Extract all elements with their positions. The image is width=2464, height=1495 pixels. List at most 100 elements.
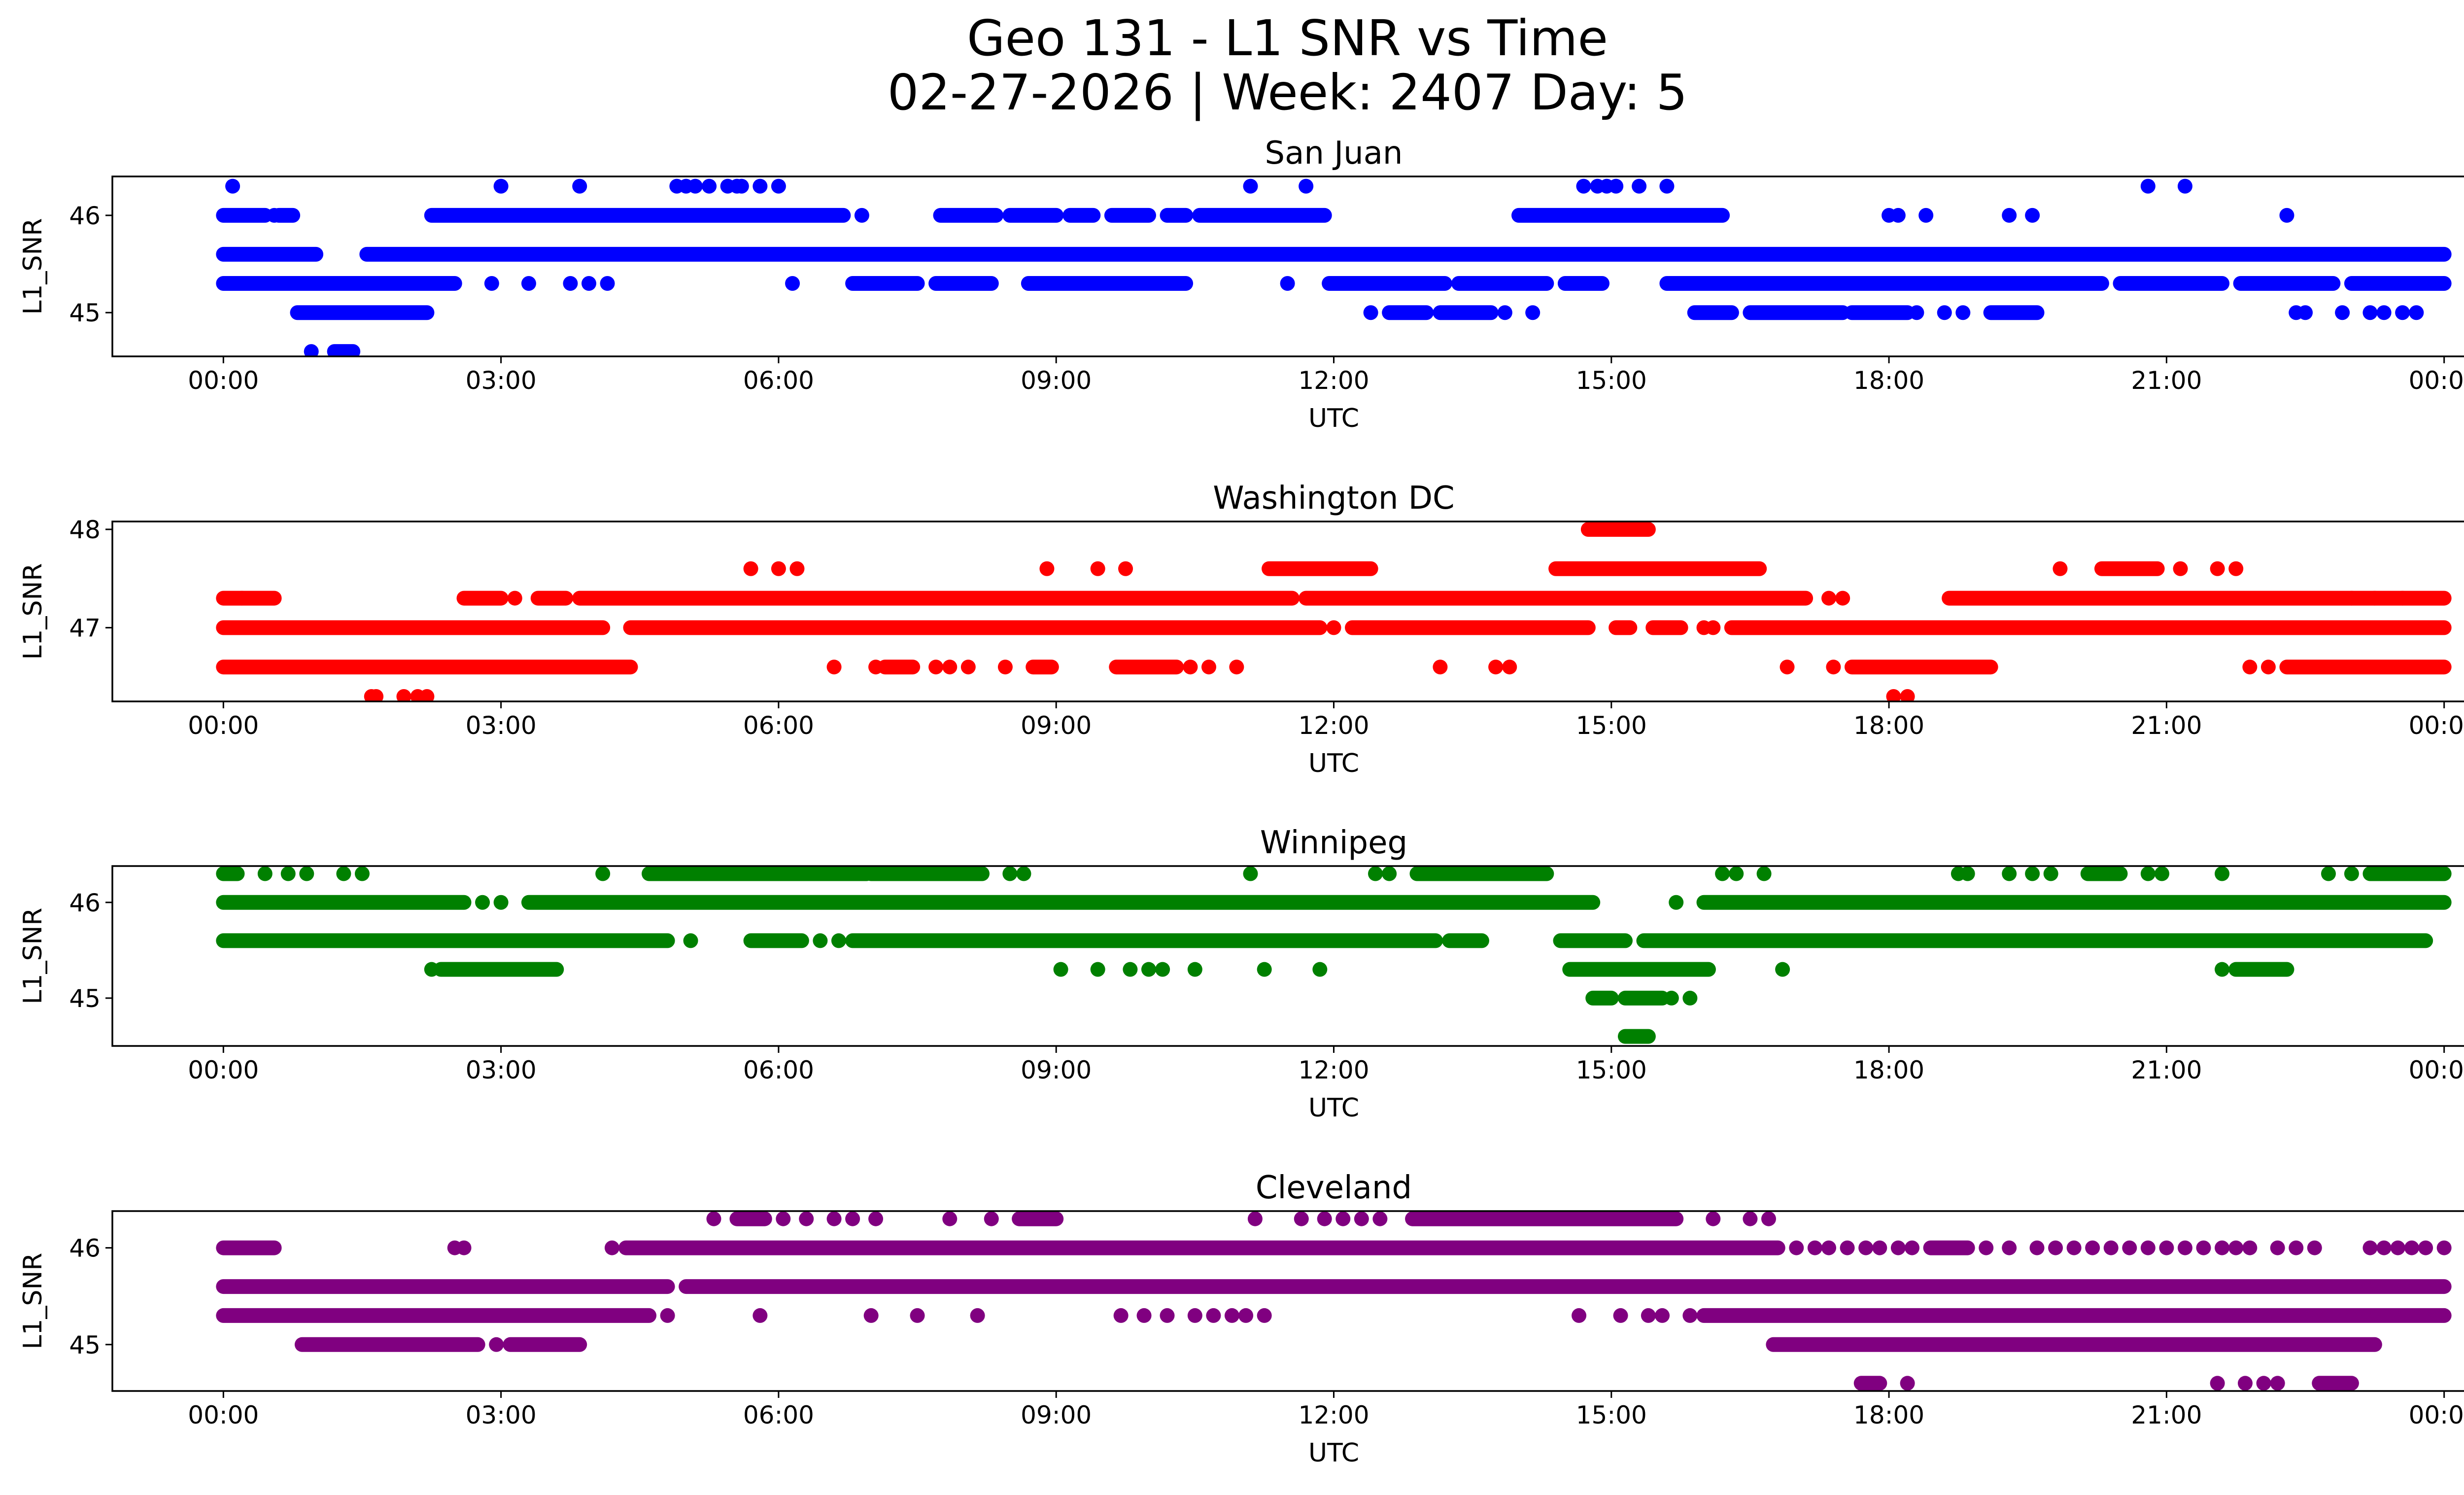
data-point: [2210, 1376, 2225, 1391]
data-point: [1756, 866, 1772, 881]
data-point: [2043, 866, 2058, 881]
data-point: [2029, 1240, 2045, 1255]
data-point: [1433, 660, 1448, 675]
data-point: [1113, 1308, 1129, 1323]
data-point: [2066, 1240, 2082, 1255]
data-point: [2215, 866, 2230, 881]
data-point: [2228, 1240, 2244, 1255]
data-point: [1502, 660, 1517, 675]
x-tick-label: 03:00: [466, 1056, 537, 1084]
data-point: [1312, 962, 1328, 977]
data-point: [845, 1211, 860, 1226]
data-point: [1858, 1240, 1874, 1255]
data-point: [1335, 1211, 1351, 1226]
data-point: [2210, 561, 2225, 576]
data-point: [1090, 561, 1105, 576]
data-point: [1821, 591, 1837, 606]
data-point: [1016, 866, 1031, 881]
data-point: [1682, 990, 1698, 1006]
data-point: [753, 1308, 768, 1323]
data-point: [1706, 620, 1721, 635]
data-point: [1900, 689, 1915, 701]
data-point: [776, 1211, 791, 1226]
panel-cleveland: Cleveland 00:00 03:00 06:00 09:00 12:00 15:00 1…: [18, 1170, 2464, 1468]
data-point: [683, 933, 698, 948]
x-tick-label: 12:00: [1298, 1401, 1369, 1429]
y-tick-label: 45: [69, 299, 101, 327]
data-point: [2376, 305, 2392, 320]
data-point: [928, 660, 944, 675]
data-point: [1572, 1308, 1587, 1323]
y-tick-label: 47: [69, 614, 101, 642]
data-point: [493, 178, 509, 194]
x-axis-label: UTC: [1308, 1093, 1359, 1123]
data-point: [1039, 561, 1055, 576]
data-point: [1886, 689, 1901, 701]
data-point: [1368, 866, 1383, 881]
data-point: [1090, 962, 1105, 977]
data-point: [2404, 1240, 2419, 1255]
data-point: [1641, 1308, 1656, 1323]
data-point: [2140, 178, 2156, 194]
data-point: [369, 689, 384, 701]
y-axis-label: L1_SNR: [18, 218, 48, 314]
data-point: [1141, 962, 1156, 977]
data-point: [1613, 1308, 1628, 1323]
data-point: [984, 1211, 999, 1226]
data-point: [1243, 866, 1258, 881]
data-point: [813, 933, 828, 948]
data-point: [687, 178, 703, 194]
data-point: [424, 962, 439, 977]
data-point: [2053, 561, 2068, 576]
data-point: [419, 689, 435, 701]
data-point: [2335, 305, 2350, 320]
data-point: [1363, 305, 1378, 320]
data-points: [216, 522, 2452, 701]
data-point: [1835, 591, 1850, 606]
data-point: [826, 660, 842, 675]
data-point: [702, 178, 717, 194]
data-point: [2409, 305, 2424, 320]
data-point: [572, 178, 587, 194]
data-point: [595, 866, 611, 881]
y-axis-label: L1_SNR: [18, 907, 48, 1004]
data-point: [2173, 561, 2188, 576]
data-point: [581, 276, 596, 291]
panel-title: Cleveland: [1256, 1170, 1412, 1206]
x-tick-label: 21:00: [2131, 1401, 2202, 1429]
x-tick-label: 00:00: [2409, 366, 2464, 395]
data-point: [354, 866, 370, 881]
panel-title: San Juan: [1265, 135, 1403, 172]
data-point: [2289, 1240, 2304, 1255]
x-tick-label: 12:00: [1298, 1056, 1369, 1084]
data-point: [1955, 305, 1971, 320]
data-point: [280, 866, 296, 881]
data-point: [660, 1308, 675, 1323]
data-point: [997, 660, 1013, 675]
data-point: [257, 866, 273, 881]
x-tick-label: 09:00: [1021, 1401, 1092, 1429]
data-point: [1354, 1211, 1369, 1226]
data-point: [600, 276, 615, 291]
y-tick-label: 46: [69, 889, 101, 917]
data-point: [2256, 1376, 2271, 1391]
data-point: [2085, 1240, 2100, 1255]
x-tick-label: 03:00: [466, 711, 537, 740]
data-point: [1655, 1308, 1670, 1323]
data-point: [2159, 1240, 2174, 1255]
data-point: [2002, 866, 2017, 881]
axes-frame: [111, 1210, 2464, 1392]
data-point: [225, 178, 240, 194]
data-point: [2002, 208, 2017, 223]
data-point: [753, 178, 768, 194]
data-point: [706, 1211, 721, 1226]
data-point: [1890, 1240, 1906, 1255]
data-point: [2177, 178, 2192, 194]
axes-frame: [111, 175, 2464, 357]
panel-title: Winnipeg: [1260, 825, 1407, 861]
x-tick-label: 18:00: [1853, 366, 1924, 395]
data-point: [2395, 305, 2410, 320]
data-point: [1317, 1211, 1332, 1226]
y-tick-label: 46: [69, 202, 101, 230]
